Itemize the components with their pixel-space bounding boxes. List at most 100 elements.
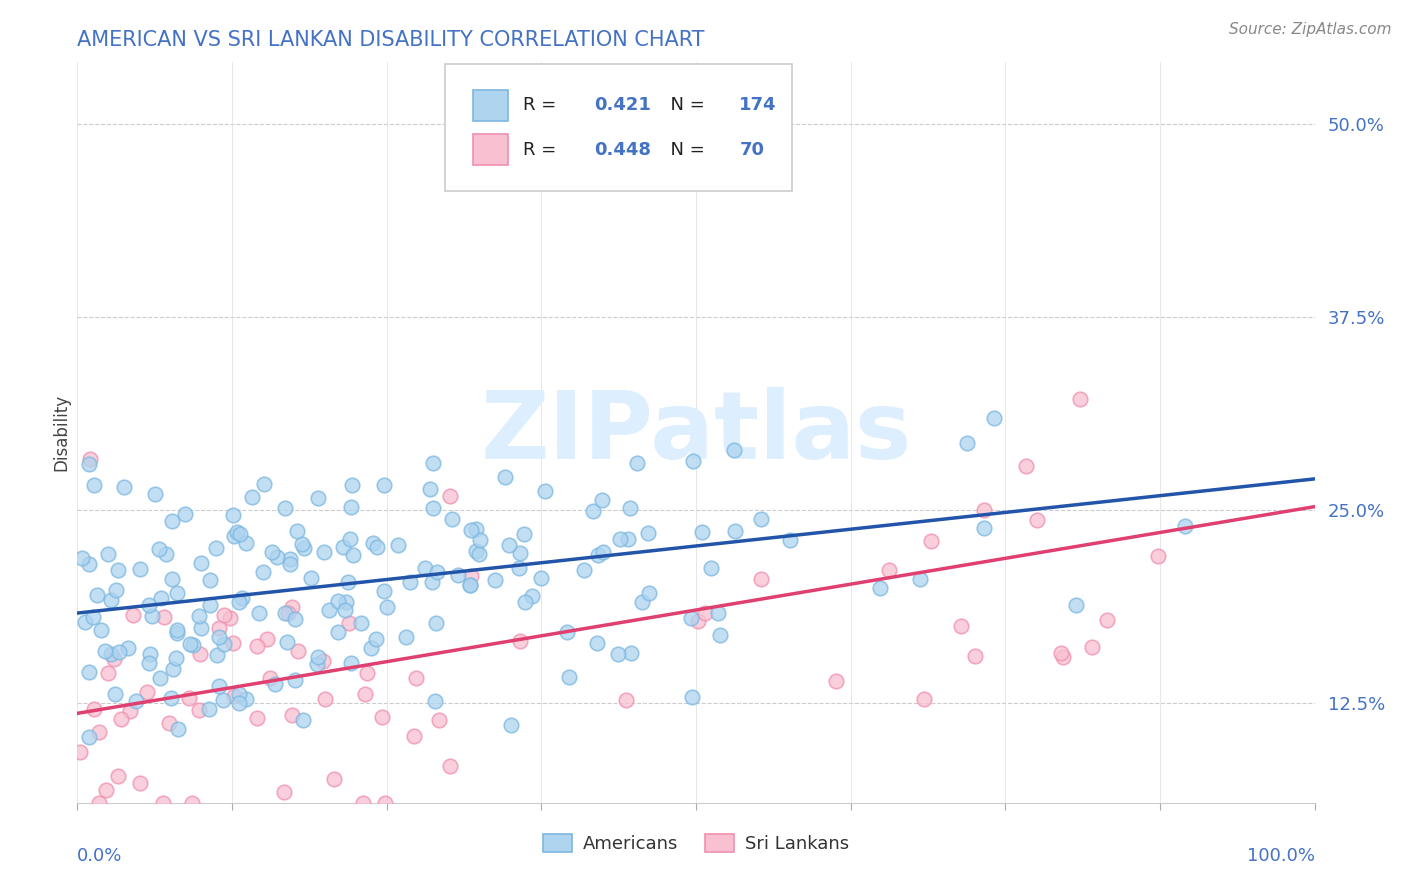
Point <box>82 609 104 624</box>
Point <box>100 593 122 607</box>
Text: 174: 174 <box>740 96 776 114</box>
Point <box>212 608 235 623</box>
Point <box>190 622 212 636</box>
Point <box>427 713 450 727</box>
Point <box>617 533 640 547</box>
Point <box>277 606 299 620</box>
Point <box>422 575 444 590</box>
Point <box>465 522 488 536</box>
Point <box>1064 598 1087 612</box>
Point <box>337 615 360 630</box>
Point <box>287 643 309 657</box>
Point <box>222 508 245 522</box>
Point <box>274 501 297 516</box>
Point <box>333 603 356 617</box>
Point <box>94 643 117 657</box>
Point <box>72 551 94 566</box>
Text: ZIPatlas: ZIPatlas <box>481 386 911 479</box>
Point <box>231 591 253 605</box>
Point <box>1081 640 1104 654</box>
Point <box>591 493 613 508</box>
Point <box>609 532 631 546</box>
Point <box>363 536 385 550</box>
Point <box>422 456 444 470</box>
Point <box>138 598 160 612</box>
Point <box>273 606 295 620</box>
Point <box>360 641 382 656</box>
Point <box>352 796 374 810</box>
Point <box>557 625 579 640</box>
Point <box>278 557 301 571</box>
Point <box>166 585 188 599</box>
Point <box>139 648 162 662</box>
Point <box>228 697 250 711</box>
Point <box>494 470 516 484</box>
Text: AMERICAN VS SRI LANKAN DISABILITY CORRELATION CHART: AMERICAN VS SRI LANKAN DISABILITY CORREL… <box>77 29 704 50</box>
Point <box>198 598 221 612</box>
Point <box>235 691 257 706</box>
Point <box>173 507 195 521</box>
Point <box>205 648 228 663</box>
Point <box>614 693 637 707</box>
Point <box>374 796 396 810</box>
Point <box>1174 519 1197 533</box>
Point <box>280 600 302 615</box>
Point <box>366 541 388 555</box>
Point <box>585 636 607 650</box>
Point <box>440 512 463 526</box>
Point <box>592 545 614 559</box>
Point <box>75 615 97 629</box>
FancyBboxPatch shape <box>444 64 793 191</box>
Point <box>148 542 170 557</box>
Point <box>508 561 530 575</box>
Text: N =: N = <box>659 141 710 159</box>
Point <box>356 665 378 680</box>
Point <box>273 784 295 798</box>
Point <box>920 534 942 549</box>
Point <box>749 573 772 587</box>
Point <box>607 647 630 661</box>
Point <box>869 581 891 595</box>
Point <box>149 591 172 605</box>
Point <box>77 457 100 471</box>
Point <box>228 687 250 701</box>
Point <box>103 651 125 665</box>
Point <box>501 718 523 732</box>
Point <box>375 599 398 614</box>
Point <box>620 646 643 660</box>
Point <box>162 662 184 676</box>
Point <box>117 640 139 655</box>
Point <box>86 588 108 602</box>
Point <box>312 545 335 559</box>
Point <box>149 672 172 686</box>
Point <box>465 543 488 558</box>
Point <box>240 490 263 504</box>
Point <box>404 729 426 743</box>
Point <box>129 562 152 576</box>
Point <box>285 524 308 538</box>
Point <box>89 796 111 810</box>
Point <box>263 676 285 690</box>
Point <box>122 607 145 622</box>
Point <box>686 614 709 628</box>
Point <box>326 594 349 608</box>
Point <box>253 477 276 491</box>
Point <box>208 679 231 693</box>
Point <box>307 649 329 664</box>
Point <box>949 619 972 633</box>
Point <box>166 626 188 640</box>
Point <box>79 452 101 467</box>
Text: 70: 70 <box>740 141 765 159</box>
Point <box>187 703 209 717</box>
Text: 0.421: 0.421 <box>595 96 651 114</box>
Point <box>638 586 661 600</box>
Point <box>353 687 375 701</box>
Legend: Americans, Sri Lankans: Americans, Sri Lankans <box>536 827 856 861</box>
Point <box>439 759 461 773</box>
Point <box>198 573 221 587</box>
Point <box>983 411 1005 425</box>
Point <box>312 654 335 668</box>
Point <box>153 610 176 624</box>
Point <box>509 633 531 648</box>
Point <box>283 612 305 626</box>
